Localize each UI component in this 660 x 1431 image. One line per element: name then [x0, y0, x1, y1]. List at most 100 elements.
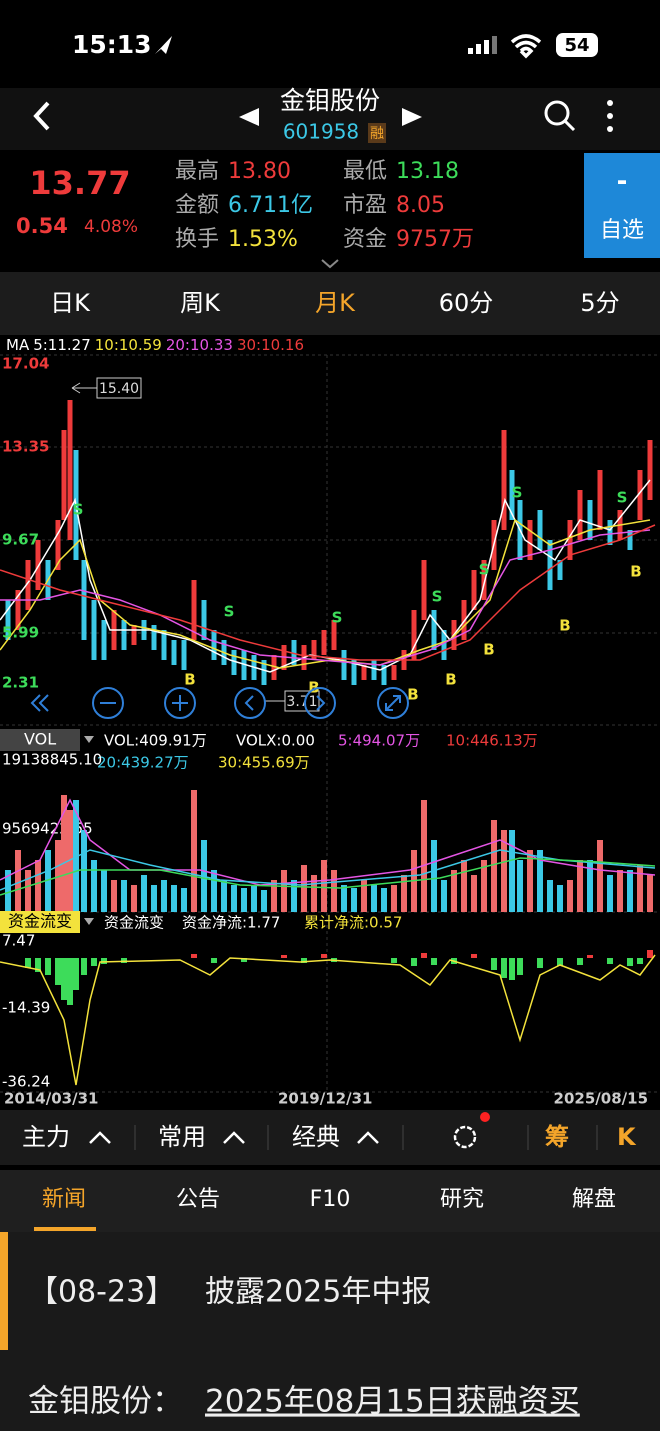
vol-value: VOLX:0.00: [236, 732, 315, 750]
next-stock[interactable]: [402, 108, 422, 126]
period-tab-active[interactable]: 月K: [315, 289, 356, 317]
price-axis-label: 5.99: [2, 624, 39, 642]
news-title[interactable]: 2025年08月15日获融资买: [205, 1384, 580, 1420]
vol-label: VOL: [24, 730, 56, 749]
fund-value: 累计净流:0.57: [304, 914, 402, 932]
header-bar: [0, 88, 660, 150]
sell-signal: S: [479, 561, 490, 579]
period-tab[interactable]: 5分: [580, 289, 619, 317]
vol-ma-line: [0, 857, 656, 896]
prev-stock[interactable]: [239, 108, 259, 126]
news-tab-bar: [0, 1170, 660, 1232]
sell-signal: S: [224, 603, 235, 621]
sell-signal: S: [73, 501, 84, 519]
watchlist-button[interactable]: [584, 153, 660, 258]
price: 13.77: [29, 164, 130, 202]
back-button[interactable]: [33, 101, 50, 131]
price-axis-label: 2.31: [2, 674, 39, 692]
expand-icons: [89, 1131, 379, 1144]
stock-code: 601958: [283, 120, 359, 144]
toolbar-item[interactable]: 常用: [158, 1123, 206, 1151]
news-highlight: [0, 1232, 8, 1350]
news-title[interactable]: 披露2025年中报: [205, 1275, 431, 1310]
toolbar-item[interactable]: 筹: [545, 1123, 569, 1151]
scroll-left[interactable]: [30, 694, 49, 712]
sell-signal: S: [432, 588, 443, 606]
fund-axis-label: -36.24: [2, 1073, 50, 1091]
location-icon: [155, 36, 172, 54]
vol-label-bg: [0, 729, 80, 751]
news-source[interactable]: 金钼股份：: [28, 1384, 183, 1420]
period-tab[interactable]: 60分: [439, 289, 494, 317]
buy-signal: B: [184, 671, 195, 689]
field-label: 资金: [343, 227, 387, 252]
field-label: 最低: [343, 159, 387, 184]
settings-button[interactable]: [453, 1125, 477, 1149]
buy-signal: B: [483, 641, 494, 659]
menu-button[interactable]: [607, 100, 613, 132]
price-axis-label: 13.35: [2, 438, 49, 456]
zoom-in[interactable]: [164, 687, 196, 719]
ma-label: MA: [6, 336, 30, 354]
wifi-icon: [510, 34, 542, 59]
news-tab[interactable]: F10: [310, 1187, 351, 1212]
fund-value: 资金流变: [104, 914, 164, 932]
badge-bg: [368, 123, 386, 143]
ma-value: 10:10.59: [95, 336, 162, 354]
date-label: 2025/08/15: [554, 1090, 648, 1108]
news-tab-active[interactable]: 新闻: [42, 1187, 86, 1212]
fund-axis-label: -14.39: [2, 999, 50, 1017]
annotation: 3.71: [286, 694, 317, 710]
change: 0.54: [16, 214, 68, 238]
vol-value: 5:494.07万: [338, 732, 420, 750]
toolbar-item[interactable]: K: [617, 1123, 637, 1151]
news-date[interactable]: 【08-23】: [28, 1275, 175, 1310]
fullscreen[interactable]: [377, 687, 409, 719]
field-label: 市盈: [343, 193, 387, 218]
price-axis-label: 9.67: [2, 531, 39, 549]
search-handle: [563, 119, 576, 132]
vol-value: 10:446.13万: [446, 732, 538, 750]
separators: [134, 1125, 598, 1150]
move-left[interactable]: [234, 687, 266, 719]
buy-signal: B: [630, 563, 641, 581]
news-list: [0, 1232, 660, 1431]
date-label: 2014/03/31: [4, 1090, 98, 1108]
search-button[interactable]: [544, 100, 570, 126]
news-tab[interactable]: 解盘: [572, 1187, 616, 1212]
dropdown[interactable]: [84, 736, 94, 743]
news-tab[interactable]: 公告: [176, 1187, 220, 1212]
status-time: 15:13: [72, 30, 152, 59]
fund-label: 资金流变: [8, 912, 72, 931]
sell-signal: S: [617, 489, 628, 507]
fund-axis-label: 7.47: [2, 932, 35, 950]
battery: [556, 33, 598, 57]
toolbar-item[interactable]: 主力: [22, 1123, 70, 1151]
annotation-arrow: [71, 382, 97, 394]
margin-badge: 融: [370, 126, 384, 142]
period-tab[interactable]: 周K: [180, 289, 221, 317]
period-tab[interactable]: 日K: [50, 289, 91, 317]
zoom-out[interactable]: [92, 687, 124, 719]
battery-level: 54: [564, 35, 589, 56]
sell-signal: S: [512, 484, 523, 502]
field-value: 8.05: [396, 193, 445, 218]
vol-axis-label: 19138845.10: [2, 751, 102, 769]
field-label: 金额: [175, 193, 219, 218]
expand-arrow[interactable]: [321, 259, 339, 269]
news-tab[interactable]: 研究: [440, 1187, 484, 1212]
move-right[interactable]: [304, 687, 336, 719]
buy-signal: B: [445, 671, 456, 689]
ma30-line: [0, 524, 656, 661]
volume-bars-down: [5, 800, 633, 912]
fund-label-bg: [0, 911, 80, 933]
toolbar-item[interactable]: 经典: [292, 1123, 340, 1151]
dropdown[interactable]: [84, 918, 94, 925]
field-value: 13.80: [228, 159, 291, 184]
field-value: 13.18: [396, 159, 459, 184]
tab-underline: [34, 1227, 96, 1231]
fund-value: 资金净流:1.77: [182, 914, 280, 932]
annotation: 15.40: [99, 381, 139, 397]
